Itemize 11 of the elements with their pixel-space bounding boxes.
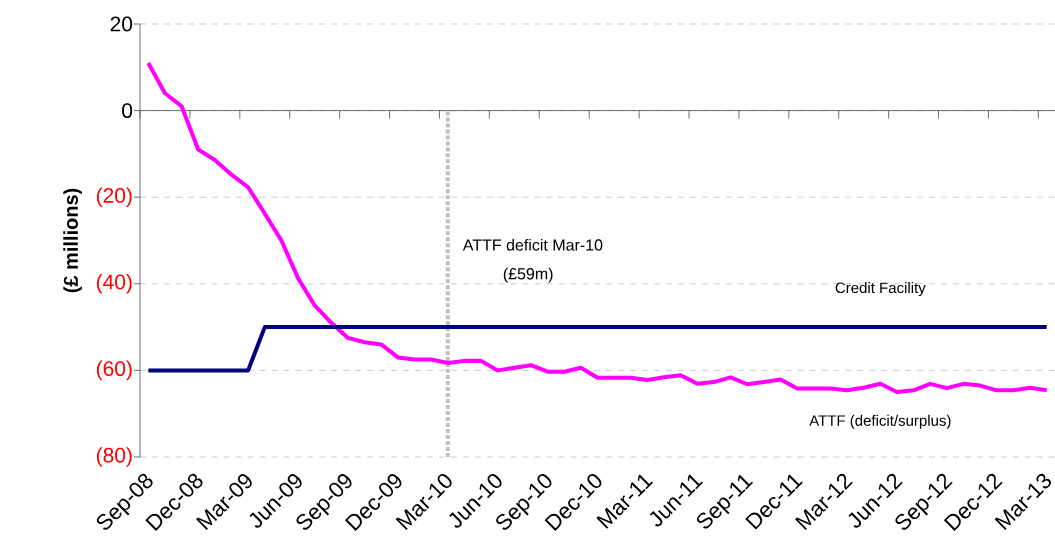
y-tick-label: 0 <box>122 103 133 119</box>
y-tick-label: (40) <box>96 274 132 294</box>
series-label: ATTF (deficit/surplus) <box>809 414 951 429</box>
annotation: (£59m) <box>503 267 553 283</box>
annotation: ATTF deficit Mar-10 <box>462 238 603 251</box>
text: Credit Facility <box>835 282 926 297</box>
y-axis-title: (£ millions) <box>63 188 82 293</box>
y-tick-label: (80) <box>96 447 132 467</box>
y-tick-label: (60) <box>96 360 132 381</box>
y-tick-label: (20) <box>96 187 132 207</box>
y-tick-label: 20 <box>110 16 133 32</box>
